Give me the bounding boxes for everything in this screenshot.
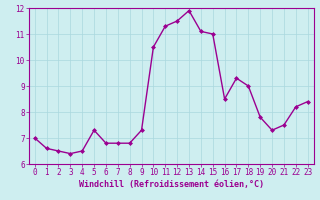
X-axis label: Windchill (Refroidissement éolien,°C): Windchill (Refroidissement éolien,°C) bbox=[79, 180, 264, 189]
